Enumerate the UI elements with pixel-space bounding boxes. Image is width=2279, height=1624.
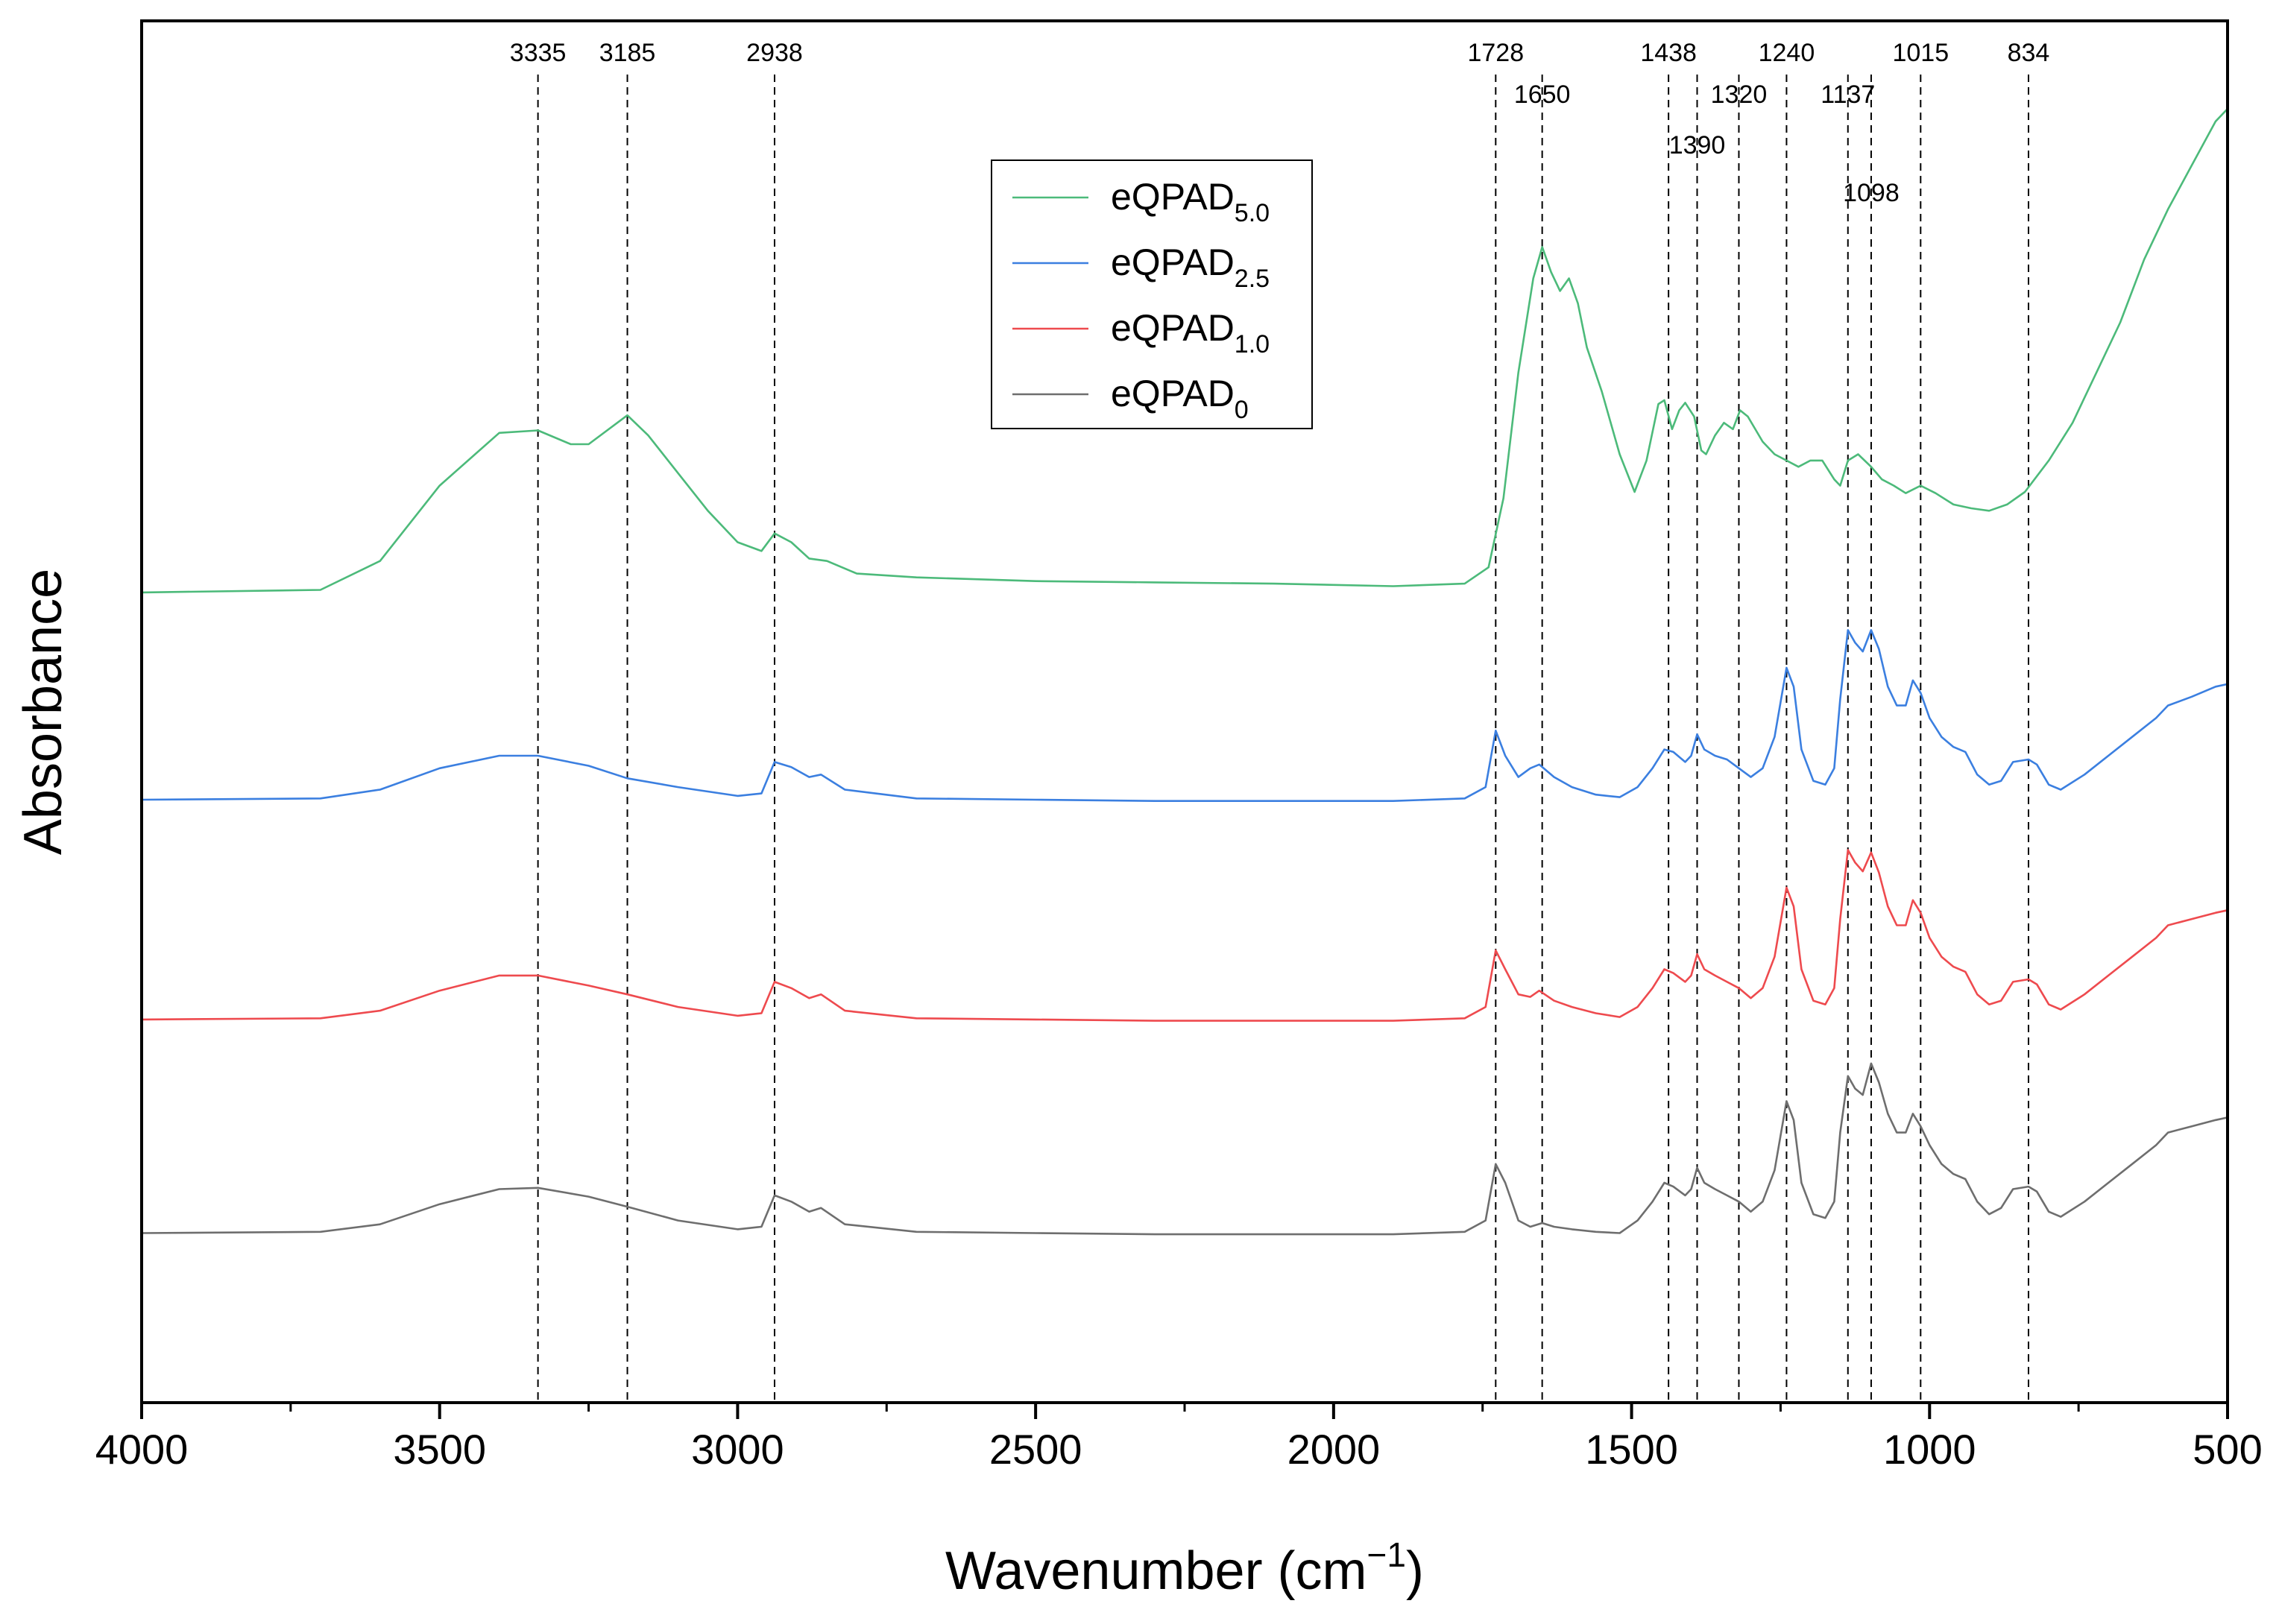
- legend-label: eQPAD0: [1111, 373, 1249, 424]
- y-axis-title: Absorbance: [13, 569, 73, 855]
- legend-label-main: eQPAD: [1111, 176, 1235, 218]
- legend-label-subscript: 1.0: [1235, 330, 1270, 358]
- legend-label-main: eQPAD: [1111, 307, 1235, 349]
- peak-label: 1650: [1514, 80, 1571, 109]
- peak-label: 1438: [1640, 39, 1697, 67]
- legend-label: eQPAD5.0: [1111, 176, 1270, 227]
- legend-box: [991, 159, 1313, 429]
- peak-label: 1137: [1821, 80, 1875, 109]
- x-tick-label: 3000: [691, 1426, 784, 1473]
- x-tick-label: 4000: [95, 1426, 189, 1473]
- x-axis-title-superscript: −1: [1367, 1535, 1406, 1574]
- legend-label-subscript: 2.5: [1235, 265, 1270, 293]
- legend-label-subscript: 0: [1235, 396, 1249, 424]
- x-tick-label: 500: [2193, 1426, 2262, 1473]
- legend-label-subscript: 5.0: [1235, 199, 1270, 227]
- series-line: [141, 108, 2228, 594]
- peak-label: 3335: [510, 39, 567, 67]
- legend-label: eQPAD2.5: [1111, 241, 1270, 293]
- peak-label: 1320: [1711, 80, 1768, 109]
- peak-label: 3185: [599, 39, 656, 67]
- peak-annotations: 3335 3185 2938 1728 1650 1438 1390 1320 12401137…: [510, 39, 2050, 207]
- series-line: [141, 849, 2228, 1022]
- x-tick-label: 2000: [1287, 1426, 1381, 1473]
- series-line: [141, 629, 2228, 802]
- x-tick-label: 2500: [989, 1426, 1082, 1473]
- peak-label: 1390: [1669, 131, 1726, 159]
- x-axis-title-close: ): [1406, 1541, 1424, 1601]
- legend-label: eQPAD1.0: [1111, 307, 1270, 358]
- peak-label: 1728: [1467, 39, 1524, 67]
- peak-label: 1240: [1759, 39, 1815, 67]
- reference-lines: [537, 75, 2029, 1403]
- legend-label-main: eQPAD: [1111, 241, 1235, 283]
- x-tick-label: 3500: [393, 1426, 486, 1473]
- series-line: [141, 1062, 2228, 1236]
- peak-label: 1098: [1843, 179, 1900, 207]
- legend-label-main: eQPAD: [1111, 373, 1235, 414]
- x-axis: 4000 3500 3000 2500 2000 1500 1000 500: [95, 1403, 2263, 1473]
- spectra-lines: [141, 108, 2228, 1236]
- x-axis-title: Wavenumber (cm−1): [945, 1535, 1424, 1601]
- x-tick-label: 1000: [1883, 1426, 1976, 1473]
- x-tick-label: 1500: [1585, 1426, 1678, 1473]
- peak-label: 2938: [746, 39, 803, 67]
- peak-label: 834: [2008, 39, 2050, 67]
- peak-label: 1015: [1892, 39, 1949, 67]
- x-axis-title-main: Wavenumber (cm: [945, 1541, 1367, 1601]
